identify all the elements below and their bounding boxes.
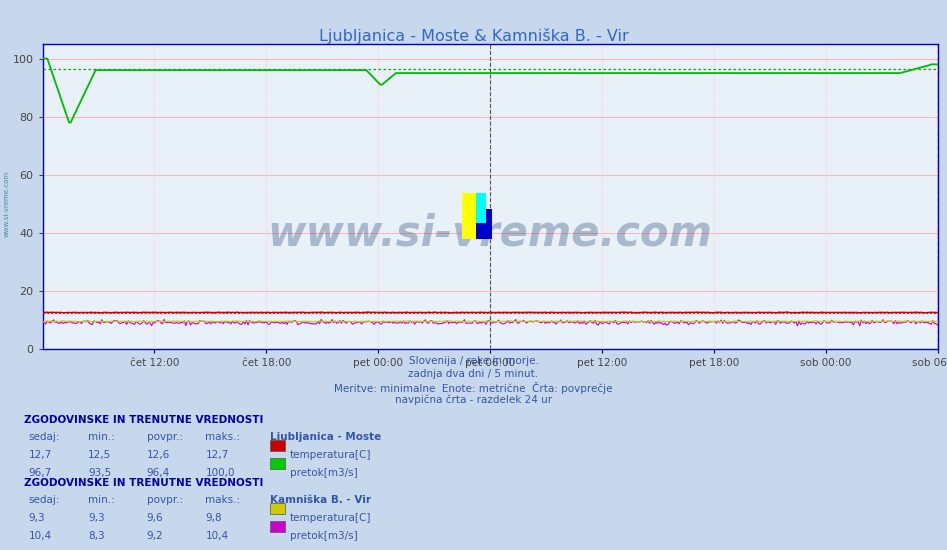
- Text: sedaj:: sedaj:: [28, 495, 60, 505]
- Polygon shape: [475, 209, 492, 239]
- Text: 12,5: 12,5: [88, 450, 112, 460]
- Text: min.:: min.:: [88, 495, 115, 505]
- Text: www.si-vreme.com: www.si-vreme.com: [268, 212, 712, 254]
- Text: Kamniška B. - Vir: Kamniška B. - Vir: [270, 495, 371, 505]
- Text: min.:: min.:: [88, 432, 115, 442]
- Text: navpična črta - razdelek 24 ur: navpična črta - razdelek 24 ur: [395, 394, 552, 405]
- Text: 8,3: 8,3: [88, 531, 105, 541]
- Text: 93,5: 93,5: [88, 468, 112, 478]
- Text: 96,4: 96,4: [147, 468, 170, 478]
- Text: 9,3: 9,3: [28, 513, 45, 523]
- Text: 10,4: 10,4: [28, 531, 51, 541]
- Text: pretok[m3/s]: pretok[m3/s]: [290, 531, 358, 541]
- Text: povpr.:: povpr.:: [147, 495, 183, 505]
- Text: 12,7: 12,7: [205, 450, 229, 460]
- Text: temperatura[C]: temperatura[C]: [290, 450, 371, 460]
- Text: Ljubljanica - Moste: Ljubljanica - Moste: [270, 432, 381, 442]
- Text: 10,4: 10,4: [205, 531, 228, 541]
- Text: 96,7: 96,7: [28, 468, 52, 478]
- Text: 12,7: 12,7: [28, 450, 52, 460]
- Text: sedaj:: sedaj:: [28, 432, 60, 442]
- Text: pretok[m3/s]: pretok[m3/s]: [290, 468, 358, 478]
- Text: www.si-vreme.com: www.si-vreme.com: [4, 170, 9, 236]
- Text: 100,0: 100,0: [205, 468, 235, 478]
- Text: 12,6: 12,6: [147, 450, 170, 460]
- Text: zadnja dva dni / 5 minut.: zadnja dva dni / 5 minut.: [408, 369, 539, 379]
- Text: 9,6: 9,6: [147, 513, 164, 523]
- Polygon shape: [462, 192, 475, 239]
- Text: Meritve: minimalne  Enote: metrične  Črta: povprečje: Meritve: minimalne Enote: metrične Črta:…: [334, 382, 613, 394]
- Text: povpr.:: povpr.:: [147, 432, 183, 442]
- Polygon shape: [475, 192, 486, 223]
- Text: ZGODOVINSKE IN TRENUTNE VREDNOSTI: ZGODOVINSKE IN TRENUTNE VREDNOSTI: [24, 478, 263, 488]
- Text: 9,8: 9,8: [205, 513, 223, 523]
- Text: Slovenija / reke in morje.: Slovenija / reke in morje.: [408, 356, 539, 366]
- Text: maks.:: maks.:: [205, 495, 241, 505]
- Text: temperatura[C]: temperatura[C]: [290, 513, 371, 523]
- Text: 9,3: 9,3: [88, 513, 105, 523]
- Text: 9,2: 9,2: [147, 531, 164, 541]
- Text: Ljubljanica - Moste & Kamniška B. - Vir: Ljubljanica - Moste & Kamniška B. - Vir: [318, 28, 629, 43]
- Text: maks.:: maks.:: [205, 432, 241, 442]
- Text: ZGODOVINSKE IN TRENUTNE VREDNOSTI: ZGODOVINSKE IN TRENUTNE VREDNOSTI: [24, 415, 263, 425]
